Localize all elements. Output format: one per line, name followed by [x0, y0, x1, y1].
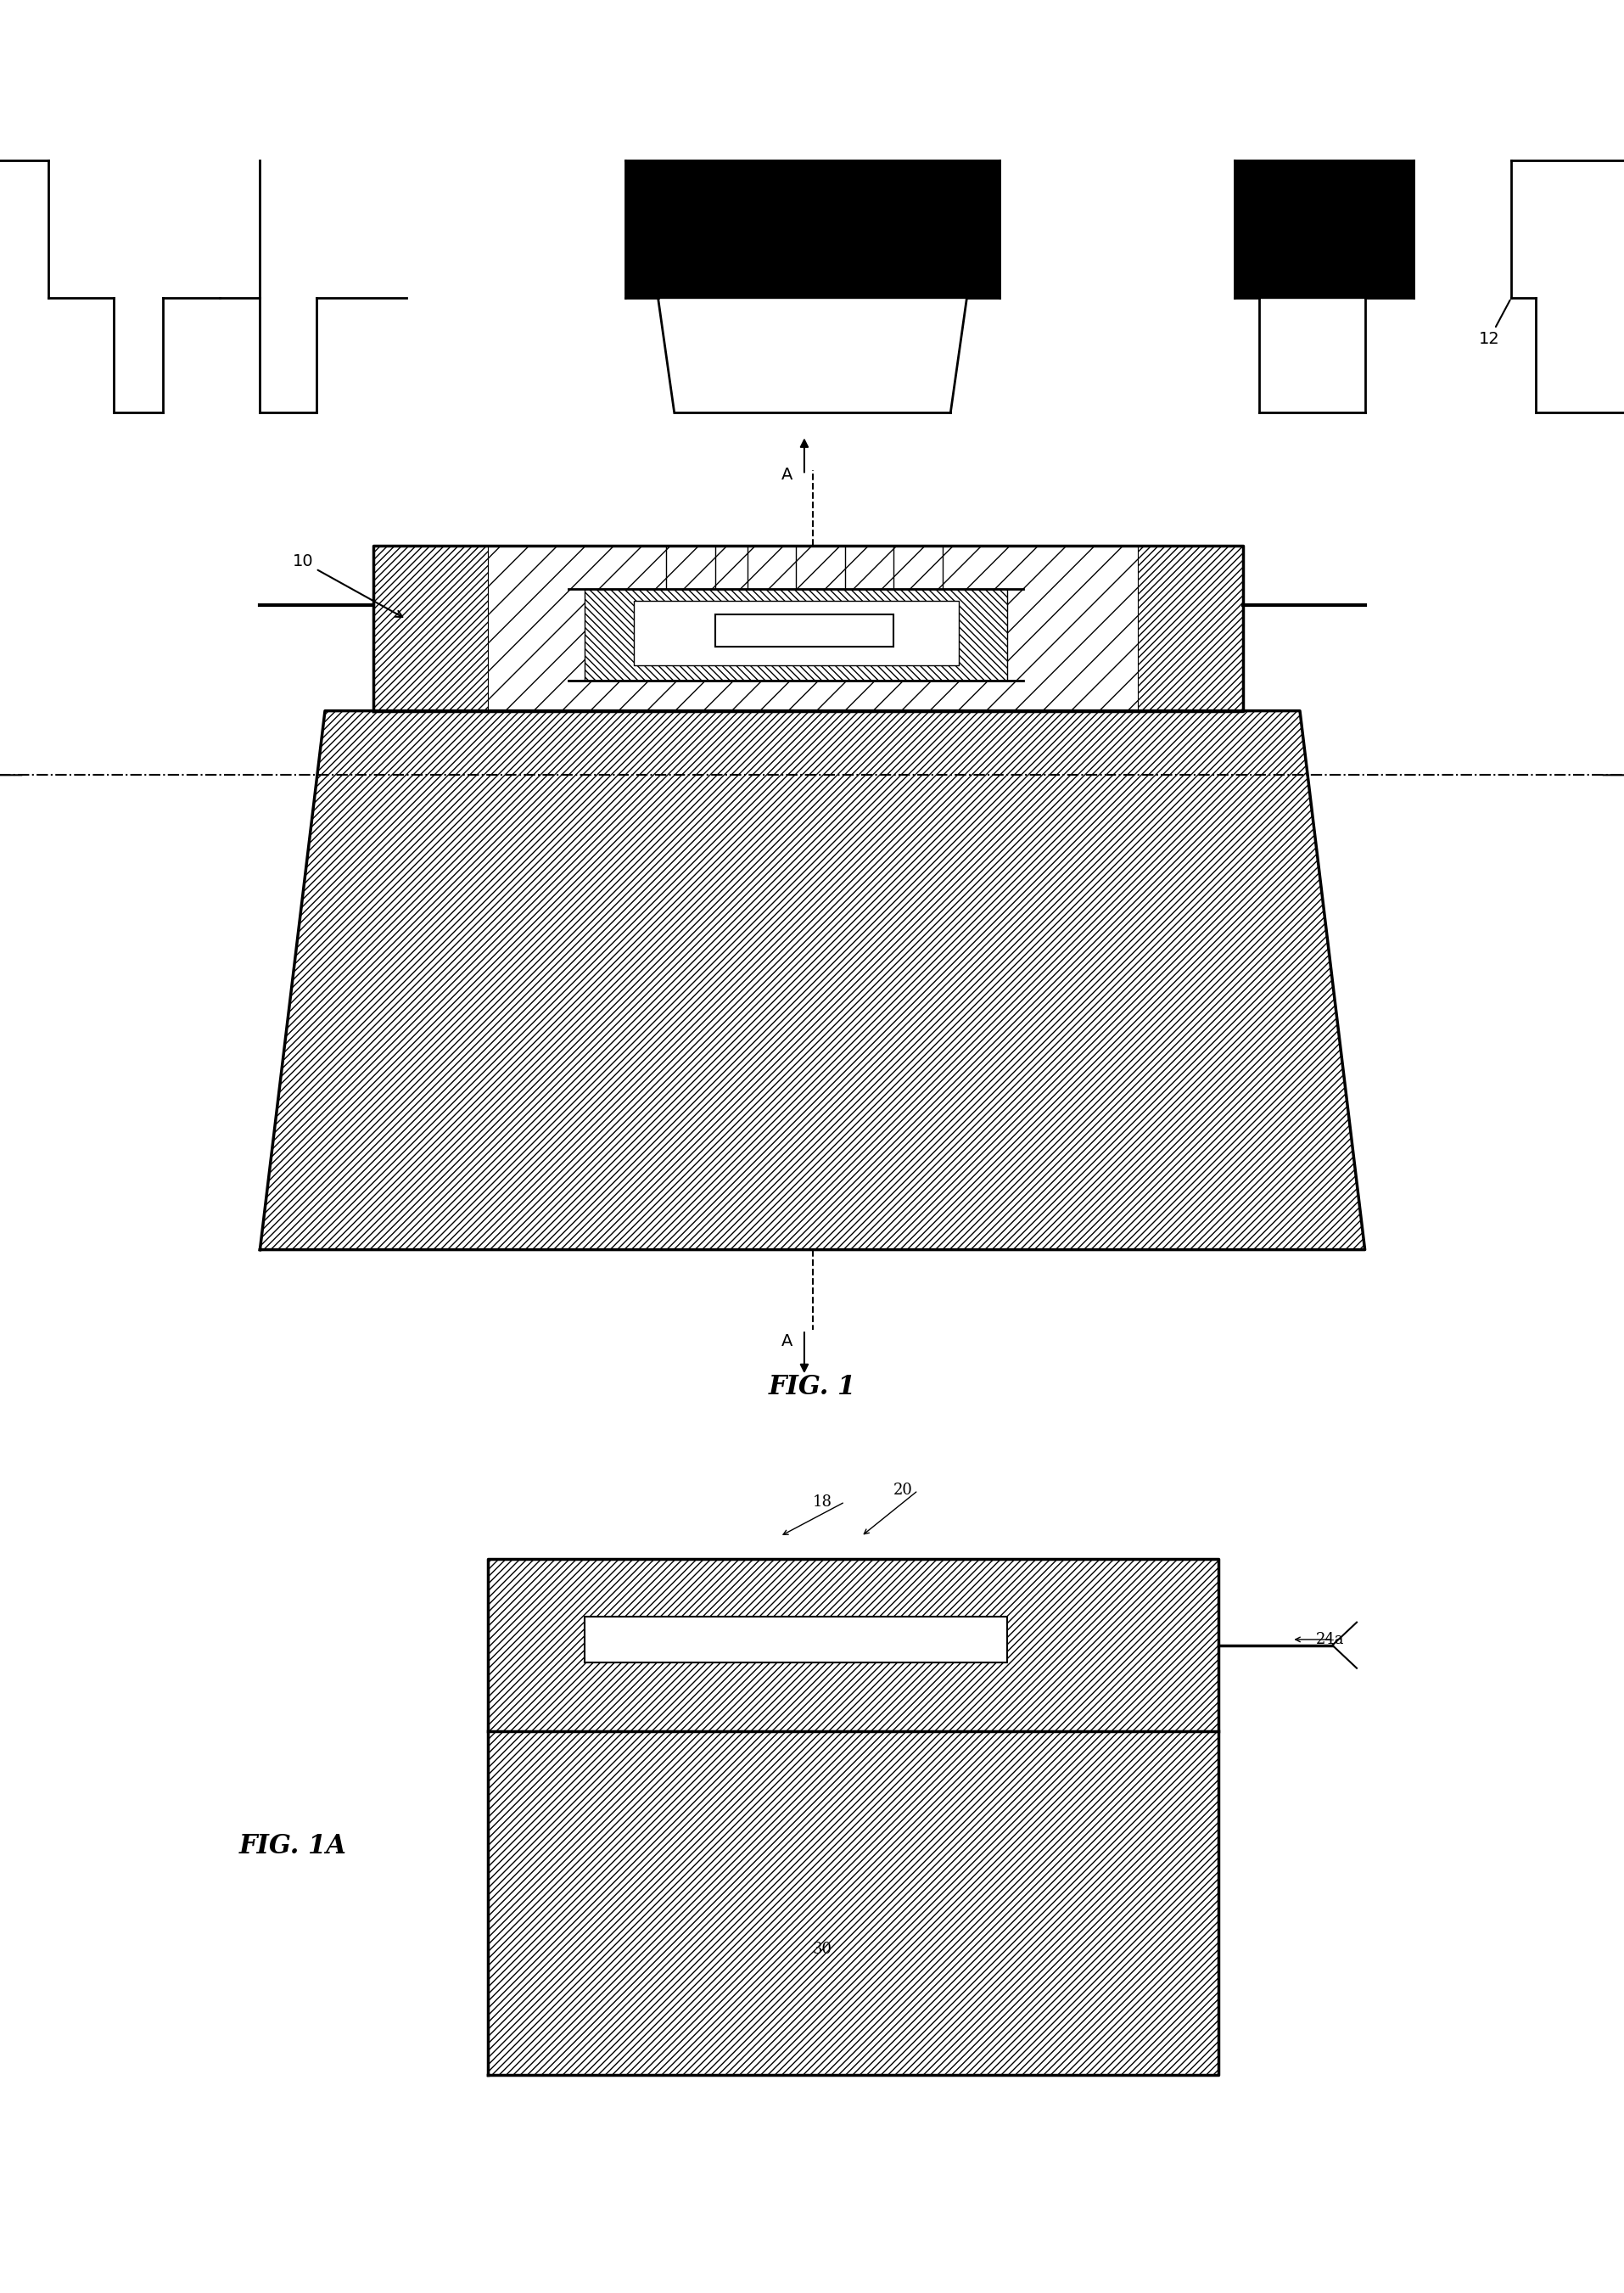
Text: 18: 18: [812, 1495, 831, 1509]
Polygon shape: [585, 1617, 1007, 1662]
Text: A: A: [781, 465, 793, 484]
Text: A: A: [781, 1332, 793, 1351]
Text: 20: 20: [893, 1484, 913, 1497]
Polygon shape: [715, 615, 893, 647]
Polygon shape: [374, 546, 1242, 711]
Text: FIG. 1A: FIG. 1A: [239, 1832, 346, 1860]
Polygon shape: [487, 1731, 1218, 2075]
Text: 10: 10: [292, 553, 403, 617]
Text: 30: 30: [812, 1942, 831, 1956]
Polygon shape: [487, 546, 1137, 711]
Polygon shape: [633, 601, 958, 665]
Polygon shape: [260, 711, 1364, 1250]
Text: 12: 12: [1478, 300, 1509, 346]
Text: FIG. 1: FIG. 1: [768, 1374, 856, 1401]
Polygon shape: [585, 589, 1007, 681]
Text: 24a: 24a: [1315, 1633, 1343, 1646]
Polygon shape: [487, 1559, 1218, 1731]
